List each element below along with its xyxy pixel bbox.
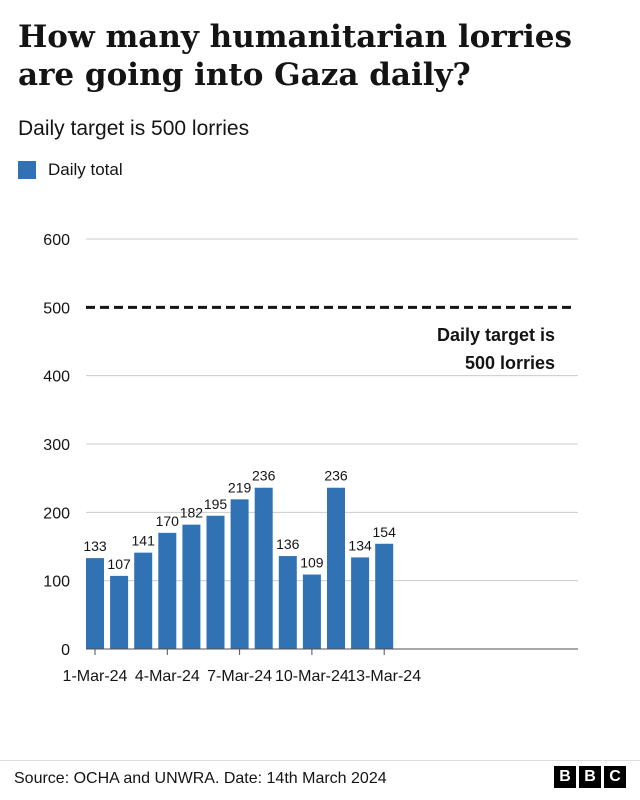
y-tick-label: 100	[43, 574, 70, 591]
bar	[110, 575, 129, 649]
legend-label: Daily total	[48, 160, 123, 179]
y-tick-label: 0	[61, 642, 70, 659]
bar-value-label: 154	[373, 524, 397, 540]
bar-value-label: 236	[324, 468, 348, 484]
bar	[302, 574, 321, 649]
y-axis-ticks: 0 100 200 300 400 500 600	[43, 232, 70, 659]
bar-value-label: 219	[228, 479, 252, 495]
x-axis-ticks: 1-Mar-24 4-Mar-24 7-Mar-24 10-Mar-2413-Mar-…	[63, 649, 421, 685]
bbc-logo-block: B	[554, 766, 576, 788]
bar	[351, 557, 370, 649]
target-reference: Daily target is 500 lorries	[86, 305, 572, 373]
chart-title: How many humanitarian lorries are going …	[18, 19, 572, 93]
y-tick-label: 200	[43, 505, 70, 522]
y-tick-label: 600	[43, 232, 70, 249]
bar	[278, 556, 297, 649]
bar	[182, 524, 201, 649]
y-tick-label: 300	[43, 437, 70, 454]
legend: Daily total	[18, 160, 123, 180]
target-annotation: Daily target is	[437, 325, 555, 345]
bar	[134, 552, 153, 649]
bbc-logo: B B C	[554, 766, 626, 788]
bar-value-label: 141	[132, 533, 156, 549]
y-tick-label: 400	[43, 369, 70, 386]
x-tick-label: 1-Mar-24	[63, 668, 128, 685]
y-tick-label: 500	[43, 300, 70, 317]
bbc-logo-block: B	[579, 766, 601, 788]
x-tick-label: 4-Mar-24	[135, 668, 200, 685]
bar	[206, 515, 225, 649]
bar-value-label: 133	[83, 538, 107, 554]
bar-value-label: 107	[107, 556, 131, 572]
bar-value-label: 195	[204, 496, 228, 512]
bar	[230, 499, 249, 649]
bar-value-label: 170	[156, 513, 180, 529]
bar-value-label: 182	[180, 505, 204, 521]
source-note: Source: OCHA and UNWRA. Date: 14th March…	[14, 770, 387, 787]
bar-chart: 0 100 200 300 400 500 600 13310714117018219521…	[43, 232, 578, 685]
bbc-logo-block: C	[604, 766, 626, 788]
bar-value-label: 134	[348, 537, 372, 553]
footer-divider	[0, 760, 640, 761]
bar	[158, 532, 177, 649]
bars	[86, 487, 578, 650]
bar	[375, 543, 394, 649]
legend-swatch	[18, 161, 36, 179]
target-annotation: 500 lorries	[465, 353, 555, 373]
bar-value-label: 236	[252, 468, 276, 484]
bar-value-label: 109	[300, 555, 324, 571]
chart-subtitle: Daily target is 500 lorries	[18, 117, 250, 140]
x-tick-label: 13-Mar-24	[347, 668, 421, 685]
bar	[327, 487, 345, 649]
x-tick-label: 7-Mar-24	[207, 668, 272, 685]
x-tick-label: 10-Mar-24	[275, 668, 349, 685]
bar-value-label: 136	[276, 536, 300, 552]
bar	[86, 558, 104, 649]
bar	[254, 487, 273, 649]
